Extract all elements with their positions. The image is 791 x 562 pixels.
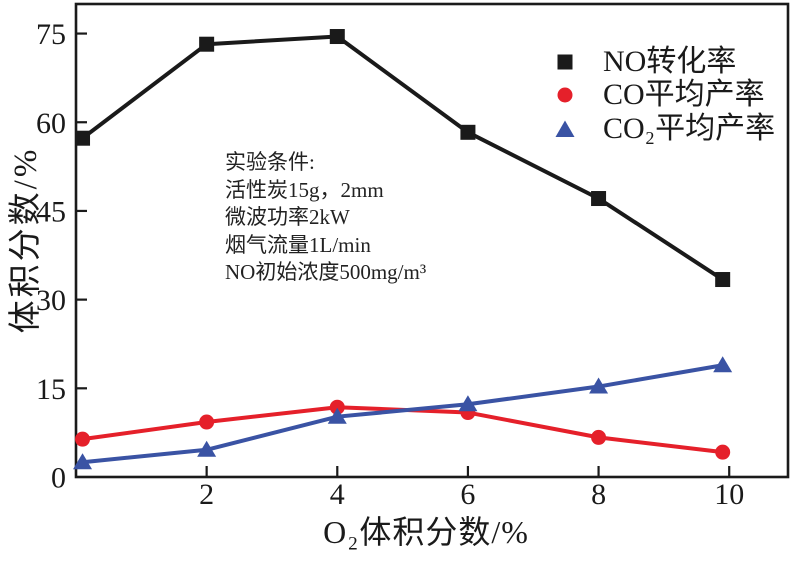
data-point-circle	[591, 429, 607, 445]
data-point-triangle	[73, 453, 93, 470]
data-point-triangle	[589, 377, 609, 394]
y-tick-label: 0	[51, 462, 66, 495]
legend: NO转化率 CO平均产率 CO₂平均产率	[553, 45, 775, 146]
data-point-circle	[199, 414, 215, 430]
annotation-line: 实验条件:	[225, 150, 315, 174]
data-point-circle	[75, 431, 91, 447]
x-tick-label: 2	[199, 478, 214, 511]
y-axis-title: 体积分数/%	[8, 146, 44, 334]
series-line-0	[80, 34, 725, 282]
square-marker-icon	[557, 54, 573, 70]
legend-item-co2-yield: CO₂平均产率	[553, 112, 775, 146]
series-line-2	[80, 363, 725, 465]
data-point-triangle	[327, 407, 347, 424]
data-point-square	[715, 272, 731, 288]
triangle-marker-icon	[555, 120, 575, 137]
data-point-triangle	[458, 395, 478, 412]
y-tick-label: 45	[36, 195, 66, 228]
y-tick-label: 60	[36, 107, 66, 140]
data-point-circle	[329, 399, 345, 415]
experiment-conditions-annotation: 实验条件: 活性炭15g，2mm 微波功率2kW 烟气流量1L/min NO初始…	[225, 149, 426, 287]
y-tick-label: 15	[36, 373, 66, 406]
data-point-triangle	[197, 440, 217, 457]
x-tick-label: 6	[460, 478, 475, 511]
x-tick-label: 8	[591, 478, 606, 511]
circle-marker-icon	[557, 87, 573, 103]
x-axis-title: O₂体积分数/%	[323, 514, 529, 550]
annotation-line: 微波功率2kW	[225, 205, 350, 229]
x-tick-label: 4	[330, 478, 345, 511]
legend-label: NO转化率	[603, 44, 737, 78]
data-point-square	[329, 29, 345, 45]
legend-label: CO₂平均产率	[603, 111, 776, 145]
y-tick-label: 30	[36, 284, 66, 317]
annotation-line: 烟气流量1L/min	[225, 232, 371, 257]
series-line-1	[80, 405, 725, 455]
data-point-circle	[715, 444, 731, 460]
data-point-square	[591, 191, 607, 207]
plot-frame	[74, 2, 790, 479]
legend-item-no-conversion: NO转化率	[553, 45, 775, 79]
data-point-square	[460, 124, 476, 140]
annotation-line: NO初始浓度500mg/m³	[225, 260, 427, 284]
data-point-square	[75, 130, 91, 146]
y-tick-label: 75	[36, 18, 66, 51]
legend-item-co-yield: CO平均产率	[553, 79, 775, 113]
legend-label: CO平均产率	[603, 78, 765, 112]
x-tick-label: 10	[714, 478, 744, 511]
data-point-square	[199, 36, 215, 52]
data-point-triangle	[713, 356, 733, 373]
annotation-line: 活性炭15g，2mm	[225, 177, 384, 202]
